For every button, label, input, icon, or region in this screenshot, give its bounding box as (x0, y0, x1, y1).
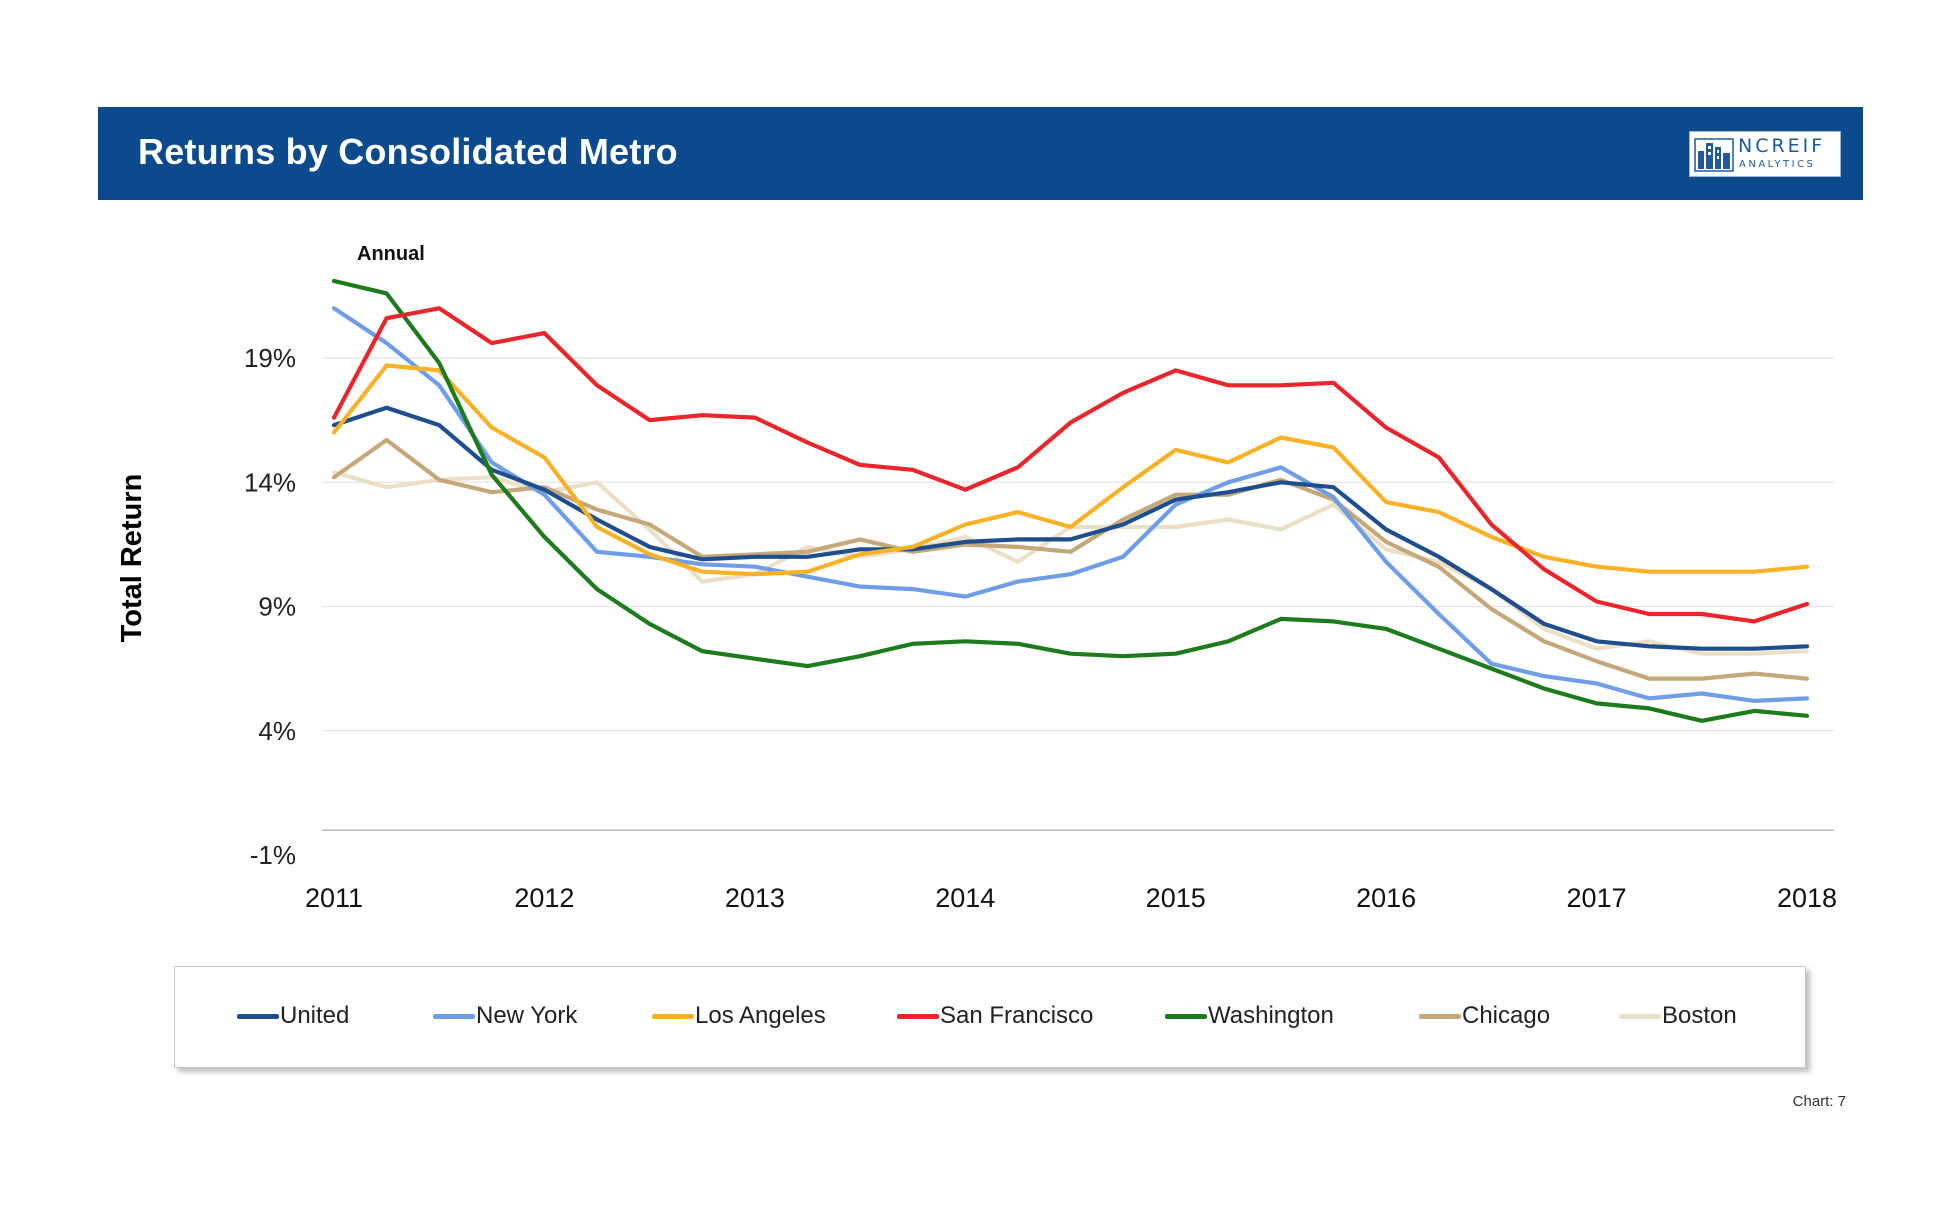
y-tick-label: 9% (258, 592, 296, 622)
legend-label: San Francisco (940, 1002, 1094, 1029)
series-lines (331, 278, 1810, 723)
y-axis-label: Total Return (116, 474, 148, 643)
series-line-new-york (331, 306, 1810, 704)
logo-text-ncreif: NCREIF (1738, 135, 1826, 157)
legend-item-chicago: Chicago (1419, 1001, 1550, 1031)
legend-label: Chicago (1462, 1002, 1551, 1029)
legend-label: New York (476, 1002, 578, 1029)
x-tick-label: 2013 (725, 883, 785, 913)
legend-item-boston: Boston (1619, 1001, 1737, 1031)
series-line-washington (331, 278, 1810, 723)
building-logo-icon (1694, 138, 1734, 172)
legend-swatch (1419, 1013, 1461, 1019)
axes: -1% 4% 9% 14% 19% 2011 2012 2013 2014 2015 2016 201… (244, 343, 1837, 913)
legend-label: United (280, 1002, 350, 1029)
x-tick-label: 2011 (305, 883, 363, 913)
header-banner: Returns by Consolidated Metro NCREIF ANA… (98, 107, 1863, 200)
y-tick-label: 14% (244, 467, 296, 497)
returns-line-chart: -1% 4% 9% 14% 19% 2011 2012 2013 2014 2015 2016 201… (116, 243, 1837, 913)
legend-swatch (897, 1013, 939, 1019)
legend-item-new-york: New York (433, 1001, 577, 1031)
y-tick-label: 4% (258, 716, 296, 746)
legend-label: Los Angeles (695, 1002, 826, 1029)
legend-swatch (652, 1013, 694, 1019)
legend-item-los-angeles: Los Angeles (652, 1001, 826, 1031)
page-title: Returns by Consolidated Metro (138, 131, 678, 172)
series-line-los-angeles (331, 363, 1810, 577)
legend-item-san-francisco: San Francisco (897, 1001, 1093, 1031)
chart-legend: United New York Los Angeles San Francisco Wa… (174, 966, 1806, 1068)
chart-subtitle: Annual (357, 243, 425, 265)
legend-swatch (237, 1013, 279, 1019)
x-tick-label: 2018 (1777, 883, 1837, 913)
series-line-san-francisco (331, 306, 1810, 624)
legend-swatch (1165, 1013, 1207, 1019)
legend-item-united: United (237, 1001, 349, 1031)
legend-swatch (433, 1013, 475, 1019)
series-line-united (331, 405, 1810, 651)
legend-label: Boston (1662, 1002, 1737, 1029)
grid-lines (322, 357, 1834, 732)
chart-number-footnote: Chart: 7 (1792, 1093, 1846, 1110)
x-tick-label: 2016 (1356, 883, 1416, 913)
x-tick-label: 2014 (935, 883, 995, 913)
y-tick-label: -1% (250, 840, 296, 870)
legend-swatch (1619, 1013, 1661, 1019)
x-tick-label: 2012 (514, 883, 574, 913)
x-tick-label: 2017 (1567, 883, 1627, 913)
ncreif-logo: NCREIF ANALYTICS (1689, 131, 1841, 177)
legend-label: Washington (1208, 1002, 1334, 1029)
logo-text-analytics: ANALYTICS (1739, 159, 1816, 170)
y-tick-label: 19% (244, 343, 296, 373)
legend-item-washington: Washington (1165, 1001, 1334, 1031)
x-tick-label: 2015 (1146, 883, 1206, 913)
